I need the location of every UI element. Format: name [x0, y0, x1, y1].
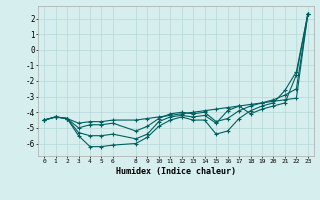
- X-axis label: Humidex (Indice chaleur): Humidex (Indice chaleur): [116, 167, 236, 176]
